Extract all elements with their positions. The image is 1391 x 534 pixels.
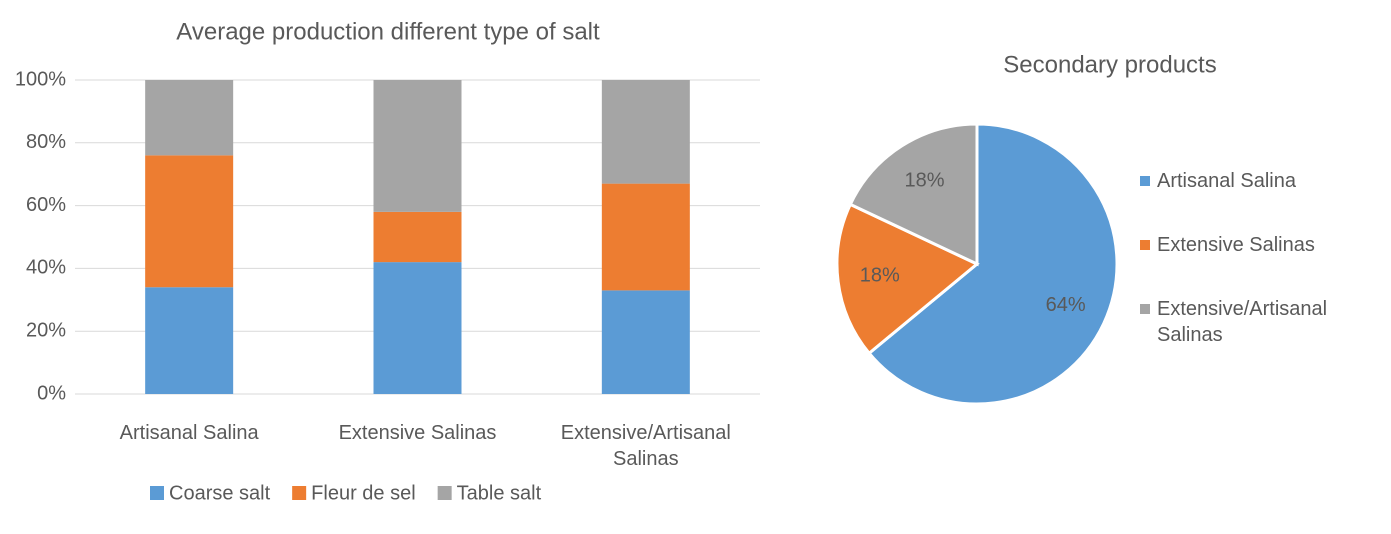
- legend-swatch: [292, 486, 307, 500]
- legend-swatch: [150, 486, 164, 500]
- legend-label: Extensive Salinas: [1157, 234, 1315, 256]
- bar-segment: [601, 80, 690, 184]
- bar-segment: [373, 80, 462, 212]
- y-tick-label: 60%: [26, 194, 66, 216]
- bar-segment: [145, 155, 234, 288]
- legend-label: Artisanal Salina: [1157, 170, 1296, 192]
- legend-label: Table salt: [457, 482, 542, 504]
- pie-slice: [835, 202, 980, 356]
- y-tick-label: 0%: [37, 382, 66, 404]
- bar-segment: [601, 290, 690, 394]
- bar-segment: [145, 287, 234, 394]
- legend-swatch: [1140, 176, 1150, 186]
- pie-slice: [867, 122, 1119, 406]
- y-tick-label: 20%: [26, 319, 66, 341]
- x-tick-label: Extensive Salinas: [338, 422, 497, 444]
- legend-swatch: [1140, 240, 1150, 250]
- bar-segment: [373, 262, 462, 394]
- chart-title: Average production different type of sal…: [176, 18, 600, 45]
- chart-title: Secondary products: [1003, 51, 1216, 78]
- legend-label: Extensive/Artisanal Salinas: [1157, 298, 1328, 346]
- bar-segment: [601, 183, 690, 291]
- y-tick-label: 40%: [26, 257, 66, 279]
- pie-slice: [848, 122, 979, 267]
- y-tick-label: 80%: [26, 131, 66, 153]
- legend-swatch: [437, 486, 452, 500]
- legend-swatch: [1140, 304, 1150, 314]
- bar-segment: [373, 211, 462, 263]
- data-label: 64%: [1046, 294, 1086, 316]
- data-label: 18%: [860, 265, 900, 287]
- y-tick-label: 100%: [15, 68, 66, 90]
- bar-segment: [145, 80, 234, 156]
- x-tick-label: Artisanal Salina: [119, 422, 259, 444]
- legend-label: Fleur de sel: [311, 482, 416, 504]
- legend-label: Coarse salt: [169, 482, 271, 504]
- x-tick-label: Extensive/Artisanal Salinas: [560, 422, 731, 470]
- data-label: 18%: [904, 170, 944, 192]
